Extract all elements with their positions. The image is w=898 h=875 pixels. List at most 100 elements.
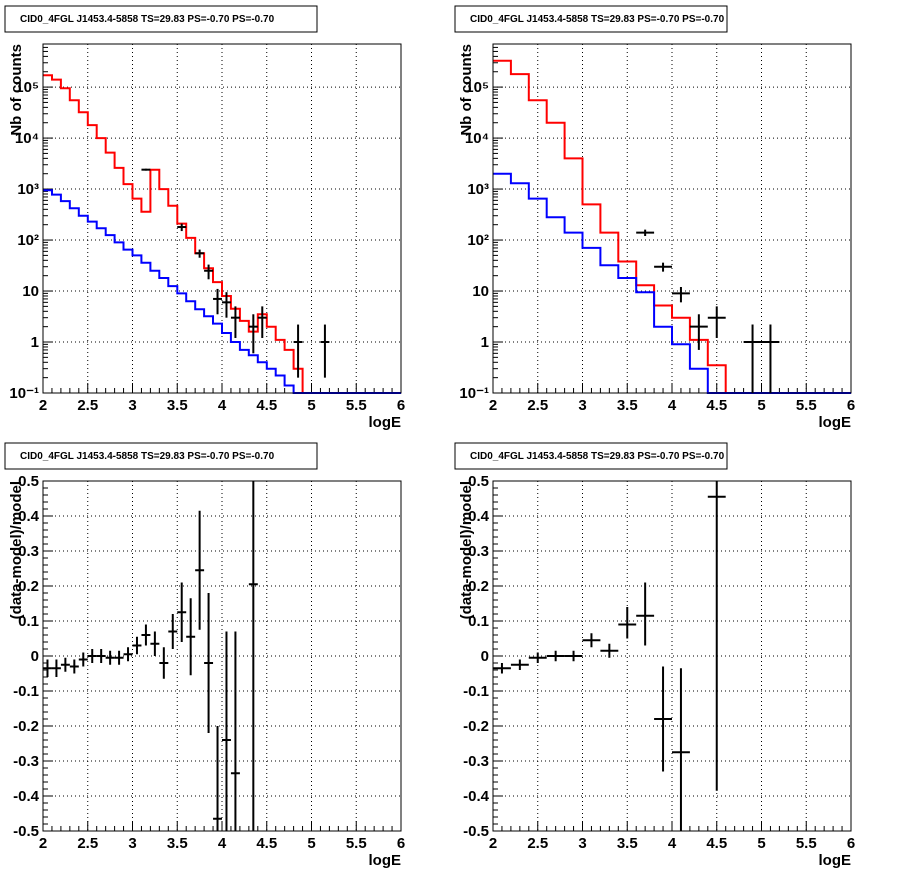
y-tick-label: -0.4 [463, 788, 490, 805]
data-point [654, 262, 672, 272]
x-tick-label: 5.5 [346, 397, 367, 414]
data-point [293, 324, 303, 378]
y-tick-label: 10³ [17, 181, 39, 198]
chart-title: CID0_4FGL J1453.4-5858 TS=29.83 PS=-0.70… [470, 14, 725, 25]
plot-panel-3: 2 2.5 3 3.5 4 4.5 5 5.5 6 -0.5 -0.4 -0.3 -0.2 -0.1 0 0.… [4, 442, 405, 869]
y-tick-label: 0.2 [18, 578, 39, 595]
x-tick-label: 4.5 [706, 397, 727, 414]
data-point [510, 659, 529, 670]
data-point [654, 666, 672, 772]
y-tick-label: 10³ [467, 181, 489, 198]
series-1 [43, 481, 258, 831]
y-axis-ticks [493, 480, 503, 832]
chart-title: CID0_4FGL J1453.4-5858 TS=29.83 PS=-0.70… [20, 14, 275, 25]
y-axis-title: (data-model)/model [458, 481, 475, 619]
series-3 [636, 229, 780, 393]
data-point [546, 650, 565, 662]
chart-title-box: CID0_4FGL J1453.4-5858 TS=29.83 PS=-0.70… [4, 442, 318, 470]
x-tick-labels: 2 2.5 3 3.5 4 4.5 5 5.5 6 [39, 397, 405, 414]
data-point [60, 657, 70, 672]
data-point [230, 306, 240, 338]
x-tick-label: 5 [757, 835, 765, 852]
data-point [222, 292, 231, 318]
plot-panel-2: 2 2.5 3 3.5 4 4.5 5 5.5 6 10⁻¹ 1 10 10² 10³ 10⁴ 10⁵ logE… [454, 5, 855, 431]
plot-frame [492, 480, 852, 832]
y-tick-label: -0.1 [13, 683, 39, 700]
y-tick-label: 0.1 [468, 613, 489, 630]
y-tick-label: -0.2 [463, 718, 489, 735]
data-point [195, 510, 205, 630]
plot-panel-4: 2 2.5 3 3.5 4 4.5 5 5.5 6 -0.5 -0.4 -0.3 -0.2 -0.1 0 0.… [454, 442, 855, 869]
data-point [761, 324, 780, 393]
y-tick-label: -0.5 [463, 823, 489, 840]
y-axis-ticks [493, 43, 503, 394]
series-1 [493, 481, 726, 831]
x-axis-title: logE [369, 414, 402, 431]
y-tick-label: 0 [31, 648, 39, 665]
title-frame [454, 5, 728, 33]
data-point [320, 324, 330, 378]
data-point [78, 652, 88, 667]
y-tick-label: -0.3 [463, 753, 489, 770]
data-point [69, 659, 79, 674]
data-point [213, 726, 222, 831]
x-tick-labels: 2 2.5 3 3.5 4 4.5 5 5.5 6 [489, 835, 855, 852]
x-tick-label: 6 [847, 397, 855, 414]
data-point [123, 647, 133, 662]
data-point [248, 481, 258, 831]
x-tick-label: 5 [757, 397, 765, 414]
chart-title: CID0_4FGL J1453.4-5858 TS=29.83 PS=-0.70… [470, 451, 725, 462]
y-tick-label: 1 [481, 334, 489, 351]
x-axis-ticks [492, 821, 852, 831]
grid-lines [43, 44, 401, 393]
y-tick-label: 10⁻¹ [459, 385, 489, 402]
data-point [177, 223, 187, 232]
chart-title-box: CID0_4FGL J1453.4-5858 TS=29.83 PS=-0.70… [454, 5, 728, 33]
x-tick-label: 4.5 [256, 835, 277, 852]
data-point [743, 324, 762, 393]
x-axis-title: logE [819, 852, 852, 869]
data-point [636, 229, 655, 237]
x-tick-labels: 2 2.5 3 3.5 4 4.5 5 5.5 6 [489, 397, 855, 414]
y-tick-label: 10⁵ [15, 79, 39, 96]
data-point [600, 643, 619, 658]
data-point [204, 264, 214, 280]
data-point [87, 649, 97, 663]
data-point [204, 593, 214, 733]
y-tick-label: 0.4 [18, 508, 40, 525]
data-point [141, 168, 151, 171]
y-tick-label: -0.5 [13, 823, 39, 840]
x-axis-title: logE [369, 852, 402, 869]
x-axis-ticks [492, 383, 852, 393]
x-axis-ticks [42, 821, 402, 831]
data-point [132, 636, 142, 655]
y-tick-label: 10⁵ [465, 79, 489, 96]
y-tick-label: 10 [472, 283, 489, 300]
data-point [493, 663, 511, 674]
x-tick-label: 5.5 [346, 835, 367, 852]
data-point [230, 631, 240, 831]
y-tick-label: 0.2 [468, 578, 489, 595]
data-point [564, 650, 583, 662]
y-tick-labels: -0.5 -0.4 -0.3 -0.2 -0.1 0 0.1 0.2 0.3 0.4 0.5 [463, 473, 490, 840]
data-point [159, 647, 169, 679]
x-tick-label: 6 [847, 835, 855, 852]
x-tick-label: 2 [39, 397, 47, 414]
y-tick-label: 0.3 [18, 543, 39, 560]
y-tick-label: -0.2 [13, 718, 39, 735]
x-tick-label: 6 [397, 397, 405, 414]
y-tick-label: -0.1 [463, 683, 489, 700]
y-axis-title: Nb of counts [8, 44, 25, 136]
data-point [672, 668, 690, 831]
data-point [150, 631, 160, 656]
data-point [177, 582, 187, 642]
y-tick-labels: 10⁻¹ 1 10 10² 10³ 10⁴ 10⁵ [459, 79, 489, 402]
y-tick-label: 0.3 [468, 543, 489, 560]
title-frame [4, 442, 318, 470]
y-tick-label: 10⁴ [15, 130, 39, 147]
series-1 [43, 74, 401, 394]
data-point [618, 607, 637, 639]
data-point [248, 314, 258, 354]
y-tick-label: 0.5 [18, 473, 39, 490]
